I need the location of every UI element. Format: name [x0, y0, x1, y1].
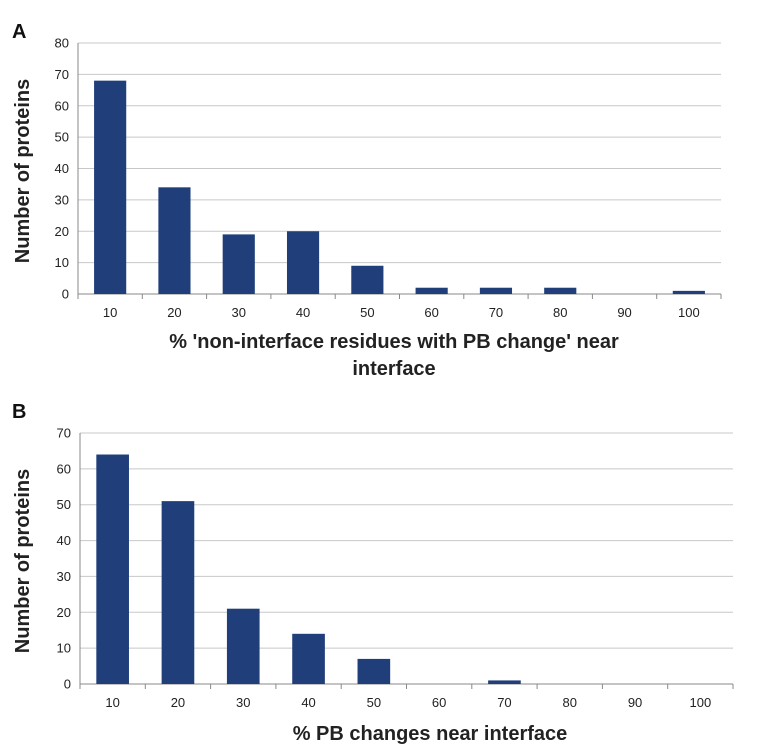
panel-b-x-tick-label: 10	[105, 695, 119, 710]
panel-a-x-tick-label: 40	[296, 305, 310, 320]
panel-a-bar-100	[672, 290, 705, 294]
panel-a-y-tick-label: 20	[55, 224, 69, 239]
panel-b-x-tick-labels: 10 20 30 40 50 60 70 80 90 100	[105, 695, 711, 710]
panel-b-bars	[96, 454, 521, 684]
panel-a-letter: A	[12, 21, 26, 43]
panel-b-x-tick-label: 70	[497, 695, 511, 710]
panel-a-x-tick-labels: 10 20 30 40 50 60 70 80 90 100	[103, 305, 700, 320]
panel-b-x-tick-label: 40	[301, 695, 315, 710]
panel-b-y-tick-label: 0	[64, 677, 71, 692]
panel-a-bar-10	[94, 80, 127, 295]
panel-b-bar-10	[96, 454, 129, 684]
panel-b-y-tick-label: 40	[57, 533, 71, 548]
panel-a-x-tick-label: 100	[678, 305, 700, 320]
panel-a-x-tick-label: 10	[103, 305, 117, 320]
panel-a-bars	[94, 80, 705, 295]
panel-b-y-axis-title: Number of proteins	[12, 469, 34, 653]
panel-a-x-tick-label: 90	[617, 305, 631, 320]
panel-b-letter: B	[12, 401, 26, 423]
panel-a-y-tick-label: 0	[62, 287, 69, 302]
panel-a-y-tick-label: 70	[55, 67, 69, 82]
panel-a-y-tick-label: 50	[55, 130, 69, 145]
panel-b-y-tick-label: 50	[57, 497, 71, 512]
panel-a-y-tick-label: 40	[55, 161, 69, 176]
panel-a-x-tick-label: 80	[553, 305, 567, 320]
panel-b-bar-70	[488, 680, 521, 684]
panel-a-bar-30	[222, 234, 255, 294]
panel-b-y-tick-labels: 0 10 20 30 40 50 60 70	[57, 426, 71, 692]
panel-a-x-tick-label: 20	[167, 305, 181, 320]
panel-b-x-tick-label: 60	[432, 695, 446, 710]
panel-b-bar-30	[226, 608, 260, 684]
panel-a-x-tick-label: 30	[232, 305, 246, 320]
panel-a-x-tick-label: 70	[489, 305, 503, 320]
panel-b-bar-50	[357, 658, 391, 684]
panel-a-y-tick-label: 30	[55, 192, 69, 207]
panel-a-y-axis-title: Number of proteins	[12, 79, 34, 263]
panel-a-y-tick-labels: 0 10 20 30 40 50 60 70 80	[55, 36, 69, 302]
panel-a-y-tick-label: 10	[55, 255, 69, 270]
panel-b-bar-40	[292, 633, 325, 684]
panel-a-bar-70	[479, 287, 513, 294]
panel-a-bar-50	[351, 265, 384, 294]
panel-a-bar-20	[158, 187, 191, 294]
panel-b-x-tick-label: 50	[367, 695, 381, 710]
panel-b-x-tick-label: 20	[171, 695, 185, 710]
panel-b-y-tick-label: 70	[57, 426, 71, 441]
panel-a-y-tick-label: 60	[55, 98, 69, 113]
panel-a-x-axis-title-line2: interface	[352, 358, 435, 380]
panel-b-x-axis-title: % PB changes near interface	[293, 723, 568, 745]
panel-b-y-tick-label: 30	[57, 569, 71, 584]
panel-a-x-tick-label: 60	[424, 305, 438, 320]
panel-a-y-tick-label: 80	[55, 36, 69, 51]
panel-b-x-tick-label: 30	[236, 695, 250, 710]
panel-a-x-tick-label: 50	[360, 305, 374, 320]
panel-b-bar-20	[161, 501, 195, 684]
panel-b-x-tick-label: 90	[628, 695, 642, 710]
panel-a-x-axis-title-line1: % 'non-interface residues with PB change…	[169, 331, 619, 353]
panel-a-bar-80	[544, 287, 577, 294]
panel-b-y-tick-label: 10	[57, 641, 71, 656]
panel-a-bar-40	[286, 231, 320, 294]
panel-b-x-tick-label: 80	[563, 695, 577, 710]
panel-b-y-tick-label: 20	[57, 605, 71, 620]
panel-b-x-tick-label: 100	[689, 695, 711, 710]
panel-b-y-tick-label: 60	[57, 461, 71, 476]
panel-a-bar-60	[415, 287, 448, 294]
